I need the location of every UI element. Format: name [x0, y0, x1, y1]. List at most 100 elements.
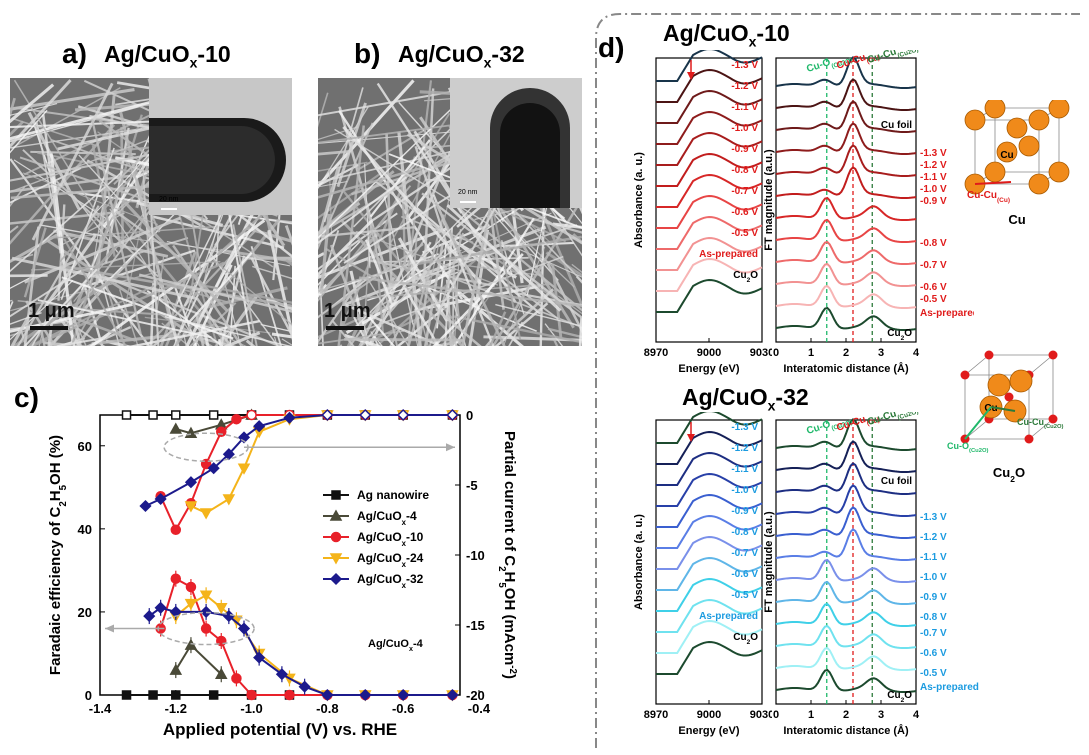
fe-point [121, 690, 132, 700]
exafs-label: -0.8 V [920, 612, 947, 623]
exafs-trace [775, 122, 917, 156]
legend-marker [329, 553, 343, 565]
xanes-trace [656, 557, 763, 591]
exafs-trace [775, 558, 917, 583]
x-tick-label: 9000 [697, 347, 721, 359]
exafs-trace [775, 262, 917, 287]
fe-point [185, 581, 197, 593]
xanes-trace [656, 431, 763, 465]
pc-point [397, 408, 410, 422]
exafs-chart-10: Cu foil -1.3 V-1.2 V-1.1 V-1.0 V-0.9 V -0.… [764, 50, 974, 375]
pc-point [446, 408, 459, 422]
fe-point [237, 622, 251, 635]
x-tick-label: -0.4 [468, 701, 491, 716]
exafs-label: Cu foil [881, 120, 912, 131]
xanes-label: -1.0 V [731, 485, 758, 496]
exafs-trace [775, 602, 917, 627]
pc-point [207, 462, 220, 475]
legend-label: Ag/CuOx-4 [357, 509, 417, 527]
xanes-label: -0.6 V [731, 207, 758, 218]
cu-atom [1028, 173, 1050, 195]
xanes-chart-32: Cu foil-1.3 V-1.2 V-1.1 V-1.0 V-0.9 V-0.… [633, 412, 772, 737]
marker-label-cu-cu2o: Cu-Cu(Cu2O) [866, 50, 919, 68]
tem-scale-b: 20 nm [458, 189, 478, 196]
exafs-label: -0.6 V [920, 648, 947, 659]
pc-point [121, 410, 132, 420]
x-tick-label: 0 [773, 709, 779, 721]
xanes-trace [656, 195, 763, 229]
x-tick-label: 9000 [697, 709, 721, 721]
pc-point [359, 408, 372, 422]
x-tick-label: 3 [878, 709, 884, 721]
x-axis-label: Interatomic distance (Å) [783, 724, 909, 737]
arrow-left-head [105, 624, 114, 633]
annotation-ag-cuox-4: Ag/CuOx-4 [368, 638, 424, 653]
exafs-label: -0.5 V [920, 294, 947, 305]
xanes-label: -1.0 V [731, 123, 758, 134]
x-tick-label: -1.4 [89, 701, 112, 716]
chart-c: -1.4 -1.2 -1.0 -0.8 -0.6 -0.4 0 20 40 60 0 -5 -10 -15… [47, 408, 519, 739]
xanes-label: -0.8 V [731, 527, 758, 538]
pc-point [169, 422, 183, 434]
xanes-trace [656, 452, 763, 486]
xanes-label: As-prepared [699, 611, 758, 622]
xanes-trace [656, 111, 763, 145]
x-tick-label: 3 [878, 347, 884, 359]
x-tick-label: 9030 [750, 347, 772, 359]
x-tick-label: -1.2 [165, 701, 187, 716]
crystal-name: Cu [1008, 212, 1025, 227]
xanes-trace [656, 599, 763, 633]
x-tick-label: 4 [913, 709, 920, 721]
pc-line-4 [145, 414, 453, 507]
fe-point [231, 673, 242, 684]
xanes-label: As-prepared [699, 249, 758, 260]
fe-point [169, 663, 183, 675]
atom-label-cu: Cu [1000, 150, 1013, 161]
pc-point [208, 410, 219, 420]
legend-label: Ag/CuOx-32 [357, 572, 424, 590]
o-atom [1024, 434, 1034, 444]
panel-c-letter: c) [14, 382, 39, 413]
cu-atom [1048, 161, 1070, 183]
legend-marker [329, 572, 343, 586]
exafs-trace [775, 218, 917, 243]
crystal-cu: Cu Cu-Cu(Cu) Cu [964, 100, 1070, 227]
fe-point [143, 610, 156, 623]
xanes-trace [656, 515, 763, 549]
xanes-label: -0.9 V [731, 144, 758, 155]
x-tick-label: 9030 [750, 709, 772, 721]
exafs-label: -0.6 V [920, 282, 947, 293]
xanes-trace [656, 578, 763, 612]
y-tick-label-left: 40 [78, 522, 92, 537]
o-atom [1048, 414, 1058, 424]
fe-point [169, 605, 182, 618]
exafs-trace [775, 668, 917, 693]
y-tick-label-right: -20 [466, 688, 485, 703]
fe-point [253, 651, 266, 664]
cu-atom [996, 141, 1018, 163]
exafs-label: Cu foil [881, 476, 912, 487]
o-atom [960, 370, 970, 380]
exafs-label: -0.9 V [920, 196, 947, 207]
panel-d-border [595, 13, 1080, 748]
exafs-trace [775, 78, 917, 112]
xanes-trace [656, 237, 763, 271]
arrow-indicator-head [687, 72, 695, 80]
xanes-trace [656, 494, 763, 528]
xanes-trace [656, 50, 763, 82]
xanes-label: -0.6 V [731, 569, 758, 580]
scale-label-b: 1 μm [324, 300, 371, 322]
xanes-trace [656, 69, 763, 103]
x-tick-label: 8970 [644, 709, 668, 721]
x-axis-label: Interatomic distance (Å) [783, 362, 909, 375]
exafs-trace [775, 306, 917, 331]
tem-inset-b: 20 nm [450, 78, 582, 208]
y-axis-label: FT magnitude (a.u.) [764, 149, 775, 251]
xanes-trace [656, 536, 763, 570]
fe-point [446, 688, 459, 702]
fe-point [359, 688, 372, 702]
cu-atom [1009, 369, 1033, 393]
bond-label-o: Cu-O(Cu2O) [947, 441, 989, 454]
bond-label-cu: Cu-Cu(Cu2O) [1017, 417, 1064, 430]
